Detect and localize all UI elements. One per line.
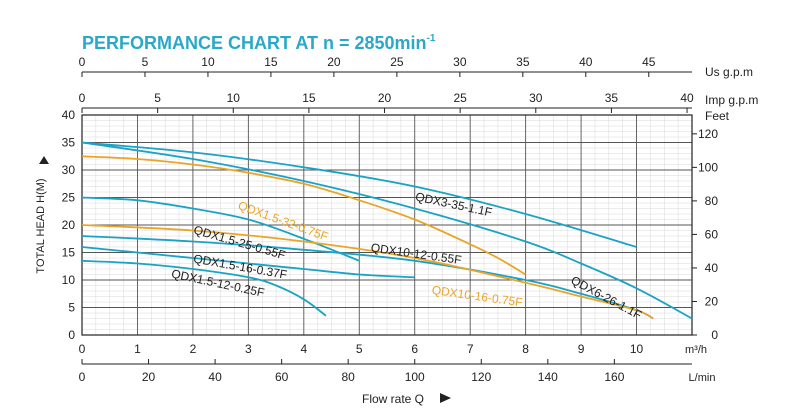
x-axis-arrow-icon [440, 393, 451, 403]
series-curve [81, 224, 654, 320]
lmin-tick-label: 160 [604, 370, 624, 384]
imp-tick-label: 5 [154, 91, 161, 105]
x-tick-label: 9 [578, 342, 585, 356]
x-tick-label: 8 [522, 342, 529, 356]
y-tick-label: 35 [62, 136, 76, 150]
series-curve [81, 196, 360, 262]
y-tick-label: 25 [62, 191, 76, 205]
y-tick-label: 15 [62, 246, 76, 260]
us-tick-label: 30 [453, 55, 467, 69]
x-primary-unit-label: m³/h [685, 344, 707, 356]
x-tick-label: 5 [356, 342, 363, 356]
us-tick-label: 45 [642, 55, 656, 69]
us-tick-label: 35 [516, 55, 530, 69]
imp-unit-label: Imp g.p.m [705, 93, 758, 107]
x-tick-label: 3 [245, 342, 252, 356]
imp-tick-label: 10 [227, 91, 241, 105]
us-tick-label: 40 [579, 55, 593, 69]
y-tick-label: 10 [62, 273, 76, 287]
imp-tick-label: 40 [680, 91, 694, 105]
series-layer [81, 141, 693, 320]
x-caption: Flow rate Q [362, 392, 424, 406]
series-curve [81, 235, 654, 320]
imp-tick-label: 15 [302, 91, 316, 105]
lmin-tick-label: 40 [208, 370, 222, 384]
y-axis-arrow-icon [39, 156, 49, 164]
y-tick-label: 5 [68, 301, 75, 315]
x-tick-label: 10 [630, 342, 644, 356]
lmin-unit-label: L/min [689, 372, 716, 384]
chart-title-superscript: -1 [427, 33, 436, 44]
feet-tick-label: 60 [705, 227, 719, 241]
lmin-tick-label: 100 [405, 370, 425, 384]
imp-tick-label: 20 [378, 91, 392, 105]
x-tick-label: 7 [467, 342, 474, 356]
feet-tick-label: 0 [711, 328, 718, 342]
us-unit-label: Us g.p.m [705, 65, 753, 79]
series-curve [81, 259, 327, 317]
feet-tick-label: 100 [698, 160, 718, 174]
us-tick-label: 10 [201, 55, 215, 69]
x-tick-label: 4 [300, 342, 307, 356]
series-label: QDX10-12-0.55F [370, 241, 462, 268]
chart-title-main: PERFORMANCE CHART AT n = 2850min [82, 33, 427, 53]
series-label: QDX3-35-1.1F [414, 189, 493, 219]
us-tick-label: 5 [142, 55, 149, 69]
lmin-tick-label: 80 [342, 370, 356, 384]
lmin-tick-label: 20 [142, 370, 156, 384]
series-curve [81, 155, 527, 276]
series-curve [81, 246, 415, 279]
imp-tick-label: 35 [605, 91, 619, 105]
us-tick-label: 20 [327, 55, 341, 69]
series-curve [81, 141, 637, 248]
feet-tick-label: 40 [705, 261, 719, 275]
imp-tick-label: 30 [529, 91, 543, 105]
y-tick-label: 40 [62, 108, 76, 122]
us-tick-label: 0 [79, 55, 86, 69]
lmin-tick-label: 140 [538, 370, 558, 384]
us-tick-label: 15 [264, 55, 278, 69]
lmin-tick-label: 0 [79, 370, 86, 384]
feet-tick-label: 120 [698, 127, 718, 141]
feet-tick-label: 20 [705, 294, 719, 308]
y-tick-label: 0 [68, 328, 75, 342]
x-tick-label: 1 [134, 342, 141, 356]
imp-tick-label: 25 [453, 91, 467, 105]
chart-title: PERFORMANCE CHART AT n = 2850min-1 [82, 33, 436, 53]
y-tick-label: 30 [62, 163, 76, 177]
x-tick-label: 6 [411, 342, 418, 356]
series-label: QDX10-16-0.75F [431, 283, 523, 310]
y-axis-label: TOTAL HEAD H(M) [35, 178, 47, 273]
series-curve [81, 141, 693, 320]
imp-tick-label: 0 [79, 91, 86, 105]
x-tick-label: 2 [190, 342, 197, 356]
feet-axis-label: Feet [705, 109, 730, 123]
x-tick-label: 0 [79, 342, 86, 356]
y-tick-label: 20 [62, 218, 76, 232]
feet-tick-label: 80 [705, 194, 719, 208]
lmin-tick-label: 60 [275, 370, 289, 384]
lmin-tick-label: 120 [471, 370, 491, 384]
us-tick-label: 25 [390, 55, 404, 69]
